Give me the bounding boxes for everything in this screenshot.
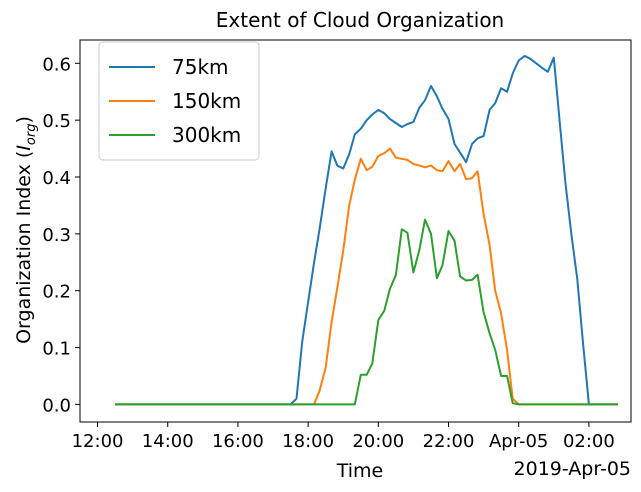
x-tick-label: 16:00 [212,431,264,452]
chart-title: Extent of Cloud Organization [216,8,504,32]
y-tick-label: 0.1 [42,339,71,360]
legend-label-300km: 300km [172,123,241,147]
y-tick-label: 0.2 [42,282,71,303]
legend-label-150km: 150km [172,89,241,113]
y-tick-label: 0.0 [42,395,71,416]
series-line-75km [115,54,618,406]
x-tick-label: 12:00 [72,431,124,452]
series-layer [115,54,618,406]
x-tick-label: 20:00 [352,431,404,452]
y-tick-label: 0.5 [42,111,71,132]
legend-label-75km: 75km [172,55,229,79]
legend: 75km 150km 300km [98,41,260,161]
y-tick-label: 0.4 [42,168,71,189]
legend-box [98,41,260,161]
ticks-layer: 12:00 14:00 16:00 18:00 20:00 22:00 Apr-05 02:0… [42,54,614,452]
y-axis-label-subscript: org [24,123,39,145]
x-tick-label: 02:00 [563,431,615,452]
x-axis-label: Time [336,460,384,482]
x-tick-label: Apr-05 [489,431,548,452]
y-axis-label-text: Organization Index ( [13,151,35,344]
y-axis-label: Organization Index (Iorg) [13,116,39,344]
x-tick-label: 22:00 [423,431,475,452]
x-tick-label: 14:00 [142,431,194,452]
series-line-300km [115,218,618,406]
y-tick-label: 0.6 [42,54,71,75]
y-axis-label-symbol: I [13,145,35,151]
y-tick-label: 0.3 [42,225,71,246]
plot-frame [79,39,632,423]
x-offset-label: 2019-Apr-05 [514,458,631,480]
y-axis-label-close: ) [13,116,35,123]
x-tick-label: 18:00 [282,431,334,452]
series-line-150km [115,147,618,406]
